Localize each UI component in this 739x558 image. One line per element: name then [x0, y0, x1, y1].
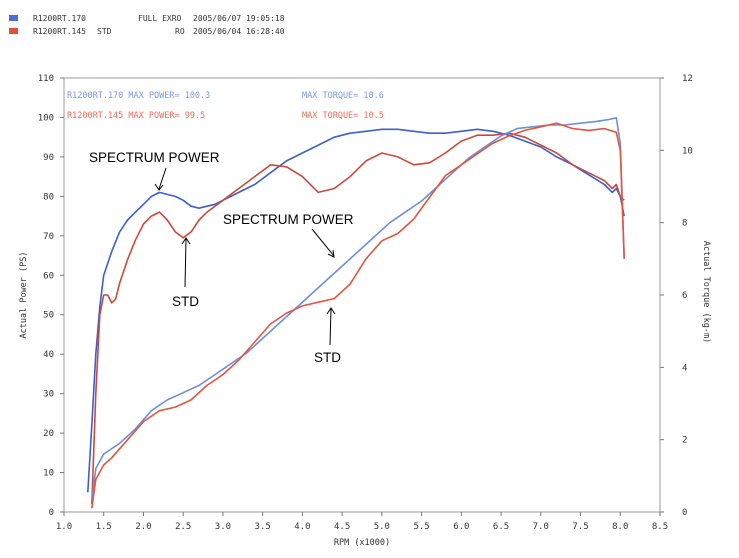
run-1-color-swatch	[9, 15, 18, 21]
spectrum-power-annotation-torque: SPECTRUM POWER	[223, 212, 354, 227]
run-header-row-1: R1200RT.170 FULL EXRO 2005/06/07 19:05:1…	[0, 12, 320, 25]
std-arrow-torque	[329, 308, 332, 346]
std-arrowhead-torque	[326, 307, 336, 315]
legend-run-1-torque: MAX TORQUE= 10.6	[302, 91, 384, 101]
run-2-note: RO	[175, 27, 185, 36]
run-header-row-2: R1200RT.145 STD RO 2005/06/04 16:28:40	[0, 25, 320, 38]
spectrum-power-arrow-power	[158, 167, 167, 190]
y-tick-label: 110	[38, 74, 54, 84]
x-tick-label: 5.0	[374, 522, 390, 532]
x-tick-label: 8.5	[652, 522, 668, 532]
run-2-color-swatch	[9, 28, 18, 34]
spectrum-power-annotation-power: SPECTRUM POWER	[89, 150, 220, 165]
x-tick-label: 8.0	[612, 522, 628, 532]
spectrum-power-arrowhead-torque	[327, 249, 335, 258]
x-tick-label: 7.5	[572, 522, 588, 532]
run-2-modification: STD	[97, 27, 112, 36]
run-2-date: 2005/06/04 16:28:40	[193, 27, 285, 36]
y-tick-label: 80	[43, 192, 54, 202]
y-tick-label: 100	[38, 113, 54, 123]
series-layer	[87, 117, 625, 509]
y-tick-label: 90	[43, 153, 54, 163]
x-tick-label: 3.5	[255, 522, 271, 532]
legend-run-2-torque: MAX TORQUE= 10.5	[302, 111, 384, 121]
x-tick-label: 7.0	[533, 522, 549, 532]
y2-tick-label: 8	[682, 219, 687, 229]
y-tick-label: 30	[43, 390, 54, 400]
legend-run-2-power: R1200RT.145 MAX POWER= 99.5	[67, 111, 205, 121]
y-axis-title: Actual Power (PS)	[19, 252, 29, 339]
plot-area	[63, 77, 661, 513]
std-arrow-power	[184, 238, 187, 288]
y2-tick-label: 2	[682, 436, 687, 446]
x-axis-ticks: 1.0 1.5 2.0 2.5 3.0 3.5 4.0 4.5 5.0 5.5 6.0 6.5 7.0 7…	[56, 512, 668, 532]
y-tick-label: 40	[43, 350, 54, 360]
y-tick-label: 0	[49, 508, 54, 518]
run-1-date: 2005/06/07 19:05:18	[193, 14, 285, 23]
x-tick-label: 6.5	[493, 522, 509, 532]
spectrum-power-arrow-torque	[311, 228, 335, 257]
y2-tick-label: 10	[682, 146, 693, 156]
spectrum-power-arrowhead-power	[154, 183, 164, 191]
y-tick-label: 60	[43, 271, 54, 281]
std-arrowhead-power	[181, 237, 191, 245]
y-tick-label: 70	[43, 232, 54, 242]
x-tick-label: 5.5	[413, 522, 429, 532]
x-tick-label: 3.0	[215, 522, 231, 532]
series-line-r1200rt-145-torque	[91, 122, 625, 509]
y2-tick-label: 6	[682, 291, 687, 301]
std-annotation-torque: STD	[314, 350, 341, 365]
x-tick-label: 1.5	[96, 522, 112, 532]
y2-tick-label: 0	[682, 508, 687, 518]
y-tick-label: 50	[43, 311, 54, 321]
y-axis-ticks: 0 10 20 30 40 50 60 70 80 90 100 110	[38, 74, 64, 518]
run-2-name: R1200RT.145	[33, 27, 86, 36]
x-tick-label: 1.0	[56, 522, 72, 532]
legend-run-1-power: R1200RT.170 MAX POWER= 100.3	[67, 91, 210, 101]
series-line-r1200rt-170-power	[87, 128, 625, 493]
y2-axis-title: Actual Torque (kg-m)	[701, 241, 711, 343]
x-tick-label: 4.5	[334, 522, 350, 532]
run-1-name: R1200RT.170	[33, 14, 86, 23]
y2-axis-ticks: 0 2 4 6 8 10 12	[660, 74, 693, 518]
y2-tick-label: 4	[682, 363, 687, 373]
x-tick-label: 2.5	[175, 522, 191, 532]
x-tick-label: 4.0	[294, 522, 310, 532]
x-tick-label: 2.0	[135, 522, 151, 532]
series-line-r1200rt-145-power	[91, 132, 625, 505]
x-tick-label: 6.0	[453, 522, 469, 532]
y-tick-label: 20	[43, 429, 54, 439]
run-1-note: FULL EXRO	[138, 14, 182, 23]
run-legend-header: R1200RT.170 FULL EXRO 2005/06/07 19:05:1…	[0, 12, 320, 38]
y-tick-label: 10	[43, 469, 54, 479]
x-axis-title: RPM (x1000)	[334, 538, 390, 548]
y2-tick-label: 12	[682, 74, 693, 84]
std-annotation-power: STD	[172, 294, 199, 309]
